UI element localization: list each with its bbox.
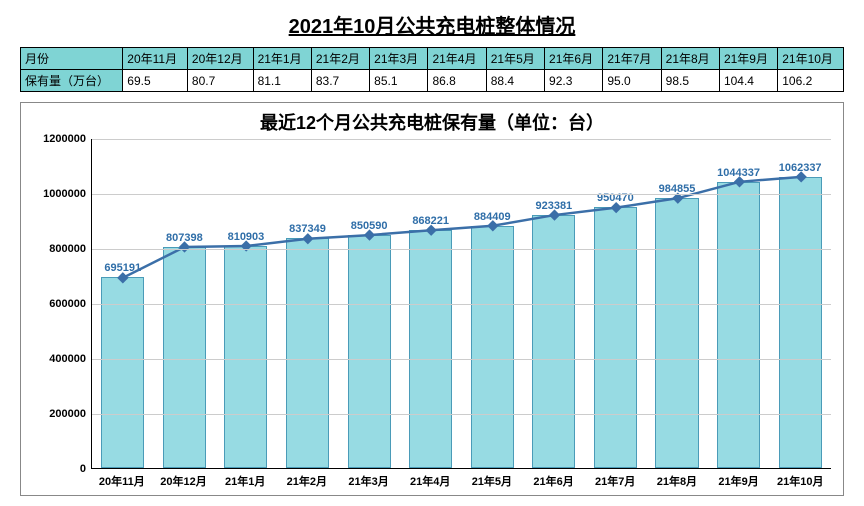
chart-area: 695191 807398 810903 837349 850590 868221 8844… [31,139,833,489]
table-col-header: 21年10月 [778,48,844,70]
table-cell: 81.1 [253,70,311,92]
bar: 695191 [101,277,144,468]
bar-value-label: 837349 [289,223,326,235]
x-tick-label: 21年7月 [584,469,646,489]
gridline [92,304,831,305]
gridline [92,414,831,415]
y-tick-label: 800000 [49,243,92,255]
table-col-header: 21年9月 [719,48,777,70]
bar: 837349 [286,238,329,468]
gridline [92,194,831,195]
y-tick-label: 400000 [49,353,92,365]
gridline [92,359,831,360]
bar: 868221 [409,230,452,468]
table-col-header: 21年6月 [545,48,603,70]
table-cell: 80.7 [187,70,253,92]
bar: 810903 [224,246,267,468]
table-cell: 98.5 [661,70,719,92]
table-cell: 85.1 [370,70,428,92]
bar-value-label: 923381 [535,200,572,212]
table-col-header: 21年7月 [603,48,661,70]
bar: 1044337 [717,182,760,468]
y-tick-label: 0 [80,463,92,475]
x-tick-label: 21年2月 [276,469,338,489]
gridline [92,139,831,140]
y-tick-label: 1000000 [43,188,92,200]
bar-value-label: 884409 [474,211,511,223]
table-cell: 83.7 [311,70,369,92]
gridline [92,249,831,250]
y-tick-label: 200000 [49,408,92,420]
y-tick-label: 1200000 [43,133,92,145]
y-tick-label: 600000 [49,298,92,310]
bar-value-label: 1062337 [779,162,822,174]
bar: 984855 [655,198,698,468]
table-col-header: 21年2月 [311,48,369,70]
table-header-row: 月份20年11月20年12月21年1月21年2月21年3月21年4月21年5月2… [21,48,844,70]
table-col-header: 21年1月 [253,48,311,70]
chart-container: 最近12个月公共充电桩保有量（单位：台） 695191 807398 810903 8… [20,102,844,496]
bar-value-label: 695191 [104,262,141,274]
table-col-header: 21年5月 [486,48,544,70]
table-col-header: 21年3月 [370,48,428,70]
x-tick-label: 21年6月 [523,469,585,489]
table-rowlabel-month: 月份 [21,48,123,70]
x-tick-label: 21年10月 [769,469,831,489]
table-cell: 69.5 [123,70,188,92]
bar-value-label: 1044337 [717,167,760,179]
bar: 923381 [532,215,575,468]
table-rowlabel-value: 保有量（万台） [21,70,123,92]
summary-table: 月份20年11月20年12月21年1月21年2月21年3月21年4月21年5月2… [20,47,844,92]
table-col-header: 20年12月 [187,48,253,70]
x-tick-label: 21年5月 [461,469,523,489]
x-tick-label: 21年9月 [708,469,770,489]
x-tick-label: 20年11月 [91,469,153,489]
bar-value-label: 807398 [166,232,203,244]
bar: 1062337 [779,177,822,468]
table-cell: 104.4 [719,70,777,92]
bar-value-label: 868221 [412,215,449,227]
table-cell: 92.3 [545,70,603,92]
table-col-header: 20年11月 [123,48,188,70]
table-cell: 88.4 [486,70,544,92]
bar: 807398 [163,247,206,468]
bar: 884409 [471,226,514,468]
table-cell: 95.0 [603,70,661,92]
x-tick-label: 20年12月 [153,469,215,489]
x-axis-labels: 20年11月20年12月21年1月21年2月21年3月21年4月21年5月21年… [91,469,831,489]
bar-value-label: 810903 [228,231,265,243]
table-cell: 106.2 [778,70,844,92]
page-title: 2021年10月公共充电桩整体情况 [20,10,844,39]
plot-region: 695191 807398 810903 837349 850590 868221 8844… [91,139,831,469]
table-value-row: 保有量（万台）69.580.781.183.785.186.888.492.39… [21,70,844,92]
x-tick-label: 21年3月 [338,469,400,489]
x-tick-label: 21年8月 [646,469,708,489]
chart-title: 最近12个月公共充电桩保有量（单位：台） [31,109,833,135]
bar: 850590 [348,235,391,468]
bar: 950470 [594,207,637,468]
table-col-header: 21年4月 [428,48,486,70]
table-col-header: 21年8月 [661,48,719,70]
page-root: 2021年10月公共充电桩整体情况 月份20年11月20年12月21年1月21年… [0,0,864,506]
x-tick-label: 21年4月 [399,469,461,489]
table-cell: 86.8 [428,70,486,92]
bar-value-label: 850590 [351,220,388,232]
x-tick-label: 21年1月 [214,469,276,489]
